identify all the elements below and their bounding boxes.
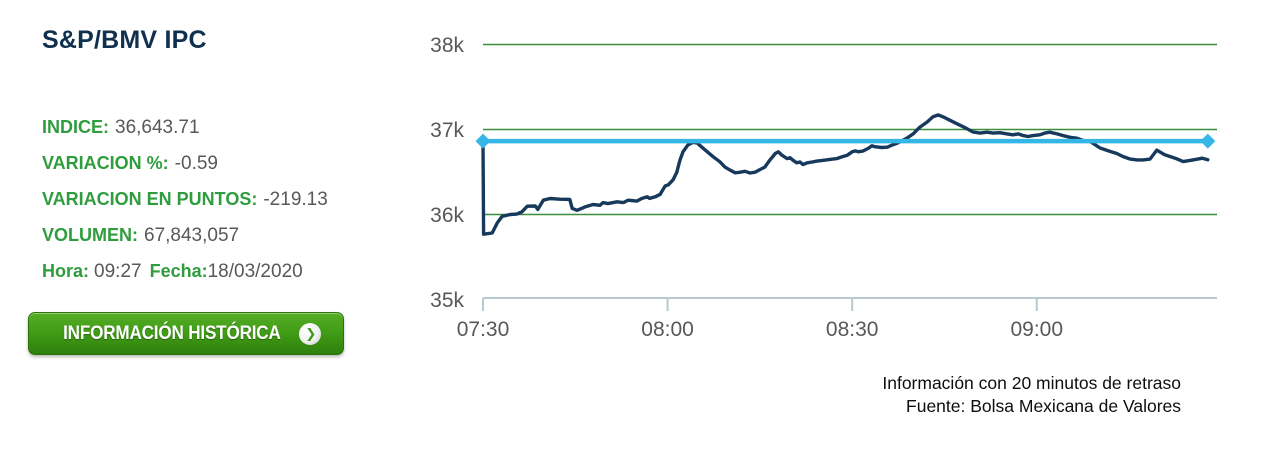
delay-note: Información con 20 minutos de retraso	[882, 373, 1181, 393]
arrow-right-circle-icon: ❯	[299, 322, 322, 345]
y-tick-label: 36k	[430, 204, 464, 227]
intraday-chart-svg: 07:30 08:00 08:30 09:00 38k 37k 36k 35k	[430, 34, 1217, 341]
y-tick-label: 37k	[430, 119, 464, 142]
stat-value: -0.59	[174, 153, 218, 174]
y-tick-label: 38k	[430, 34, 464, 57]
stat-label: VARIACION %:	[42, 153, 169, 173]
x-tick-label: 08:00	[641, 318, 694, 341]
stat-value: 67,843,057	[144, 225, 240, 246]
stat-variacion-pct: VARIACION %: -0.59	[42, 152, 328, 175]
hora-label: Hora:	[42, 261, 90, 281]
stat-volumen: VOLUMEN: 67,843,057	[42, 224, 328, 247]
diamond-marker	[1200, 133, 1216, 149]
stat-indice: INDICE: 36,643.71	[42, 116, 328, 139]
fecha-value: 18/03/2020	[207, 261, 303, 282]
source-note: Fuente: Bolsa Mexicana de Valores	[906, 396, 1181, 416]
stat-value: 36,643.71	[115, 117, 200, 138]
stat-label: VOLUMEN:	[42, 225, 138, 245]
chart-footnote: Información con 20 minutos de retraso Fu…	[882, 372, 1181, 418]
stat-variacion-puntos: VARIACION EN PUNTOS: -219.13	[42, 188, 328, 211]
stats-panel: INDICE: 36,643.71 VARIACION %: -0.59 VARIA…	[42, 116, 328, 283]
intraday-chart: 07:30 08:00 08:30 09:00 38k 37k 36k 35k	[420, 0, 1265, 350]
index-title: S&P/BMV IPC	[42, 26, 207, 54]
stat-label: VARIACION EN PUNTOS:	[42, 189, 258, 209]
x-tick-label: 09:00	[1010, 318, 1063, 341]
stat-label: INDICE:	[42, 117, 109, 137]
x-tick-label: 08:30	[826, 318, 879, 341]
hora-value: 09:27	[94, 261, 142, 282]
diamond-marker	[475, 133, 491, 149]
historical-info-button[interactable]: INFORMACIÓN HISTÓRICA ❯	[28, 312, 344, 355]
price-line-series	[481, 113, 1210, 236]
x-tick-label: 07:30	[457, 318, 510, 341]
fecha-label: Fecha:	[149, 261, 208, 281]
y-tick-label: 35k	[430, 289, 464, 312]
historical-info-button-label: INFORMACIÓN HISTÓRICA	[62, 322, 281, 344]
stat-datetime: Hora: 09:27 Fecha:18/03/2020	[42, 260, 328, 283]
stat-value: -219.13	[263, 189, 328, 210]
